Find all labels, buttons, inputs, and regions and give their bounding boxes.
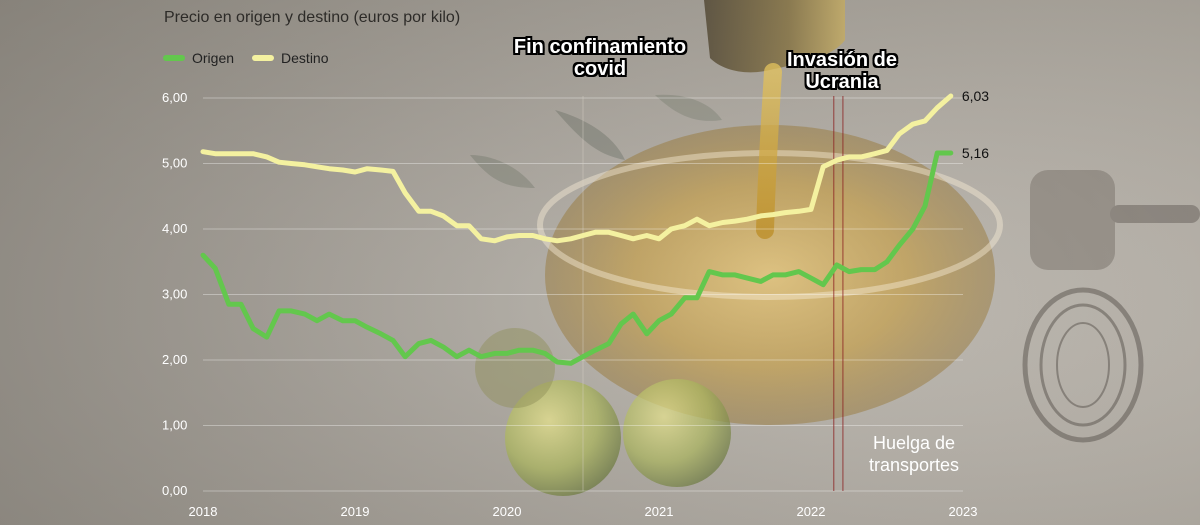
y-tick-label: 2,00 <box>162 352 187 367</box>
x-tick-label: 2019 <box>341 504 370 519</box>
utensils-right <box>1022 170 1200 443</box>
legend-origen-swatch <box>163 55 185 61</box>
series-lines <box>200 93 954 366</box>
annotation-strike-line-1: Huelga de <box>872 433 956 453</box>
end-labels: 5,16 6,03 <box>962 88 989 161</box>
y-tick-label: 1,00 <box>162 418 187 433</box>
x-tick-label: 2018 <box>189 504 218 519</box>
annotation-ukraine-line-2: Ucrania <box>805 71 879 93</box>
x-tick-label: 2022 <box>797 504 826 519</box>
series-destino-line <box>200 93 954 244</box>
end-label-destino: 6,03 <box>962 88 989 104</box>
annotation-covid: Fin confinamiento covid <box>494 36 706 80</box>
grid-layer <box>203 97 963 492</box>
x-tick-label: 2021 <box>645 504 674 519</box>
legend: Origen Destino <box>163 50 329 66</box>
x-tick-label: 2023 <box>949 504 978 519</box>
annotation-covid-line-1: Fin confinamiento <box>513 36 687 58</box>
olive-shadow <box>475 328 555 408</box>
series-origen-line <box>200 150 954 366</box>
olive-right <box>623 379 731 487</box>
annotation-strike: Huelga de transportes <box>850 432 978 476</box>
bottle-shape <box>704 0 845 73</box>
y-tick-label: 4,00 <box>162 221 187 236</box>
legend-destino-label: Destino <box>281 50 329 66</box>
annotation-lines <box>582 96 844 491</box>
y-tick-label: 6,00 <box>162 90 187 105</box>
annotation-ukraine-line-1: Invasión de <box>786 49 898 71</box>
legend-item-origen: Origen <box>163 50 234 66</box>
legend-origen-label: Origen <box>192 50 235 66</box>
y-tick-label: 5,00 <box>162 156 187 171</box>
chart-title: Precio en origen y destino (euros por ki… <box>164 9 461 26</box>
end-label-origen: 5,16 <box>962 145 989 161</box>
olive-left <box>505 380 621 496</box>
leaf-3 <box>655 94 722 121</box>
leaf-1 <box>555 110 625 160</box>
annotation-strike-line-2: transportes <box>868 455 960 475</box>
leaf-2 <box>470 155 535 188</box>
x-tick-label: 2020 <box>493 504 522 519</box>
y-tick-label: 0,00 <box>162 483 187 498</box>
tick-labels: 0,00 1,00 2,00 3,00 4,00 5,00 6,00 2018 2019 2020… <box>162 90 977 519</box>
oil-stream <box>756 63 782 239</box>
annotation-ukraine: Invasión de Ucrania <box>774 49 910 93</box>
y-tick-label: 3,00 <box>162 287 187 302</box>
annotation-covid-line-2: covid <box>573 58 627 80</box>
legend-destino-swatch <box>252 55 275 61</box>
legend-item-destino: Destino <box>252 50 329 66</box>
